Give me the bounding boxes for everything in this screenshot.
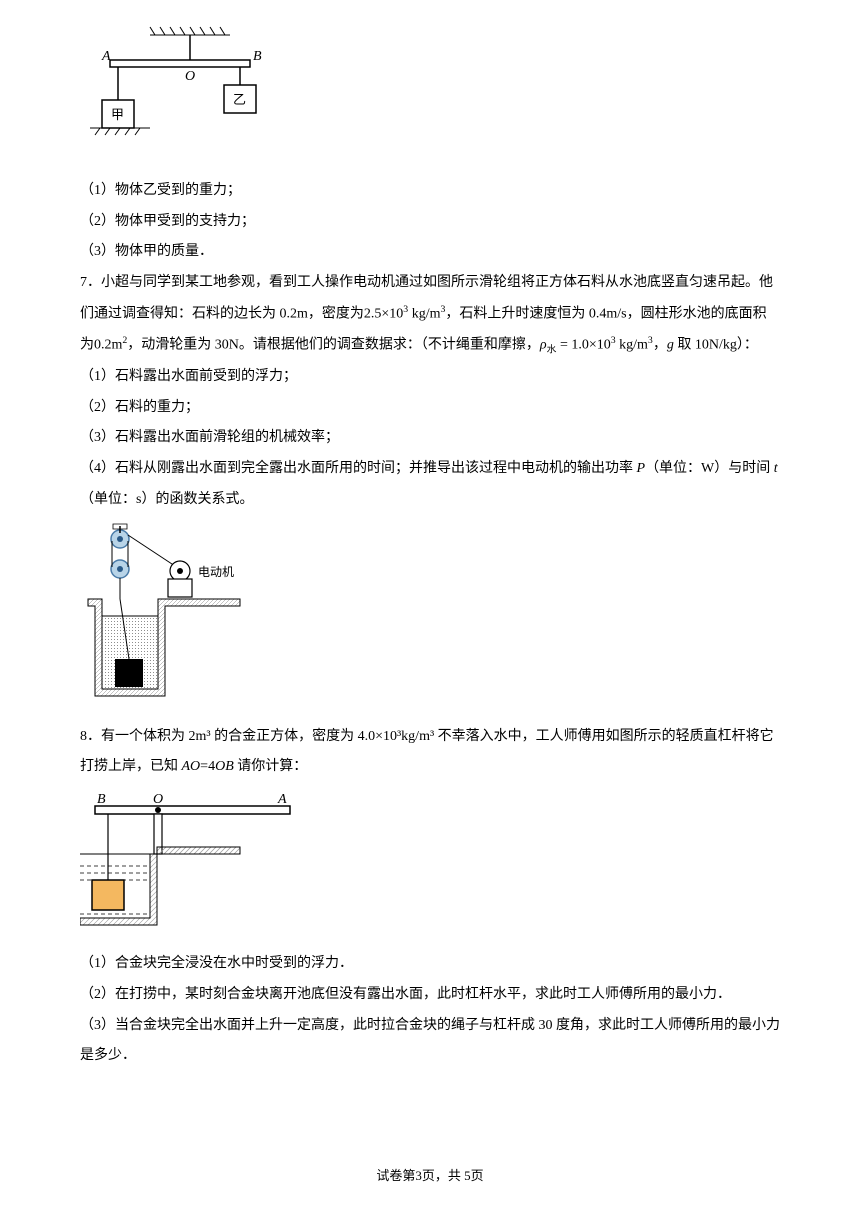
q7-sub4c: （单位：s）的函数关系式。 [80,485,790,516]
q7-text3: 为0.2m2，动滑轮重为 30N。请根据他们的调查数据求：（不计绳重和摩擦，ρ水… [80,330,790,361]
q8-num: 8． [80,729,101,744]
svg-text:B: B [253,49,262,64]
q8-text: 8．有一个体积为 2m³ 的合金正方体，密度为 4.0×10³kg/m³ 不幸落… [80,722,790,753]
svg-text:O: O [153,792,163,807]
q8-sub3b: 是多少． [80,1041,790,1072]
svg-text:电动机: 电动机 [198,565,234,579]
q8-text2: 打捞上岸，已知 AO=4OB 请你计算： [80,752,790,783]
q8-sub3a: （3）当合金块完全出水面并上升一定高度，此时拉合金块的绳子与杠杆成 30 度角，… [80,1011,790,1042]
q8-sub2: （2）在打捞中，某时刻合金块离开池底但没有露出水面，此时杠杆水平，求此时工人师傅… [80,980,790,1011]
svg-text:O: O [185,69,195,84]
svg-text:B: B [97,792,106,807]
q8-diagram: B O A [80,788,790,941]
q6-sub1: （1）物体乙受到的重力； [80,176,790,207]
q7-sub3: （3）石料露出水面前滑轮组的机械效率； [80,423,790,454]
svg-text:A: A [101,49,111,64]
q6-sub3: （3）物体甲的质量． [80,237,790,268]
q7-text: 7．小超与同学到某工地参观，看到工人操作电动机通过如图所示滑轮组将正方体石料从水… [80,268,790,299]
q7-sub4: （4）石料从刚露出水面到完全露出水面所用的时间；并推导出该过程中电动机的输出功率… [80,454,790,485]
q6-diagram: A O B 甲 乙 [80,25,790,168]
q7-sub2: （2）石料的重力； [80,393,790,424]
q7-sub1: （1）石料露出水面前受到的浮力； [80,362,790,393]
page-footer: 试卷第3页，共 5页 [0,1162,860,1191]
svg-text:A: A [277,792,287,807]
svg-text:乙: 乙 [233,92,246,107]
q7-text2: 们通过调查得知：石料的边长为 0.2m，密度为2.5×103 kg/m3，石料上… [80,299,790,330]
q7-diagram: 电动机 [80,521,790,714]
q6-sub2: （2）物体甲受到的支持力； [80,207,790,238]
q7-num: 7． [80,275,101,290]
svg-text:甲: 甲 [111,107,124,122]
q8-sub1: （1）合金块完全浸没在水中时受到的浮力． [80,949,790,980]
